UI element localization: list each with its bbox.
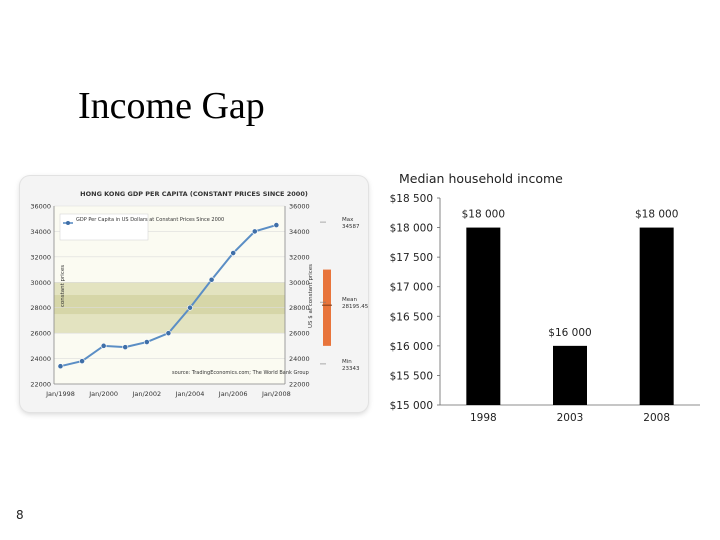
gdp-chart-panel: 36000 34000 32000 30000 28000 26000 24000 22000… [20,176,368,412]
y-tick-label-left: 24000 [30,355,51,363]
y-tick-label: $17 000 [390,282,433,294]
gdp-data-point [230,250,237,256]
y-tick-label: $16 500 [390,311,433,323]
income-bar [466,227,501,405]
x-tick-label: Jan/2006 [218,390,248,398]
page-number: 8 [16,508,24,522]
y-tick-label-right: 32000 [289,253,310,261]
gdp-data-point [251,228,258,235]
x-category-label: 1998 [470,412,497,424]
y-tick-label-right: 22000 [289,381,310,389]
annotation-min-label: Min [342,359,352,365]
y-tick-label-left: 22000 [30,381,51,389]
x-category-label: 2008 [643,412,670,424]
annotation-mean-value: 28195.45 [342,304,368,310]
gdp-data-point [187,304,193,311]
gdp-line-chart: 36000 34000 32000 30000 28000 26000 24000 22000… [30,190,368,398]
bar-data-label: $18 000 [635,209,678,221]
y-tick-label-right: 30000 [289,279,310,287]
y-tick-label-left: 30000 [30,279,51,287]
annotation-max-label: Max [342,217,354,223]
y-tick-label-right: 26000 [289,330,310,338]
y-tick-label-left: 34000 [30,228,51,236]
x-tick-label: Jan/2004 [175,390,205,398]
gdp-data-point [100,342,107,349]
right-axis-label: US $ at constant prices [308,264,314,328]
mean-band-inner [54,295,285,315]
x-tick-label: Jan/1998 [45,390,75,398]
annotation-mean-label: Mean [342,297,357,303]
gdp-data-point [122,344,129,351]
y-tick-label: $17 500 [390,252,433,264]
bar-data-label: $18 000 [462,209,505,221]
source-note: source: TradingEconomics.com; The World … [172,370,309,376]
line-chart-title: HONG KONG GDP PER CAPITA (CONSTANT PRICE… [80,190,308,198]
range-indicator-bar [323,269,331,346]
y-tick-label-right: 34000 [289,228,310,236]
bar-data-label: $16 000 [548,327,591,339]
y-tick-label-right: 36000 [289,203,310,211]
y-tick-label-left: 28000 [30,304,51,312]
bar-chart-title: Median household income [399,171,563,186]
x-tick-label: Jan/2000 [88,390,118,398]
gdp-data-point [273,222,280,228]
x-tick-label: Jan/2008 [261,390,291,398]
legend-marker-swatch [66,221,70,225]
income-bar-chart: Median household income $18 500 $18 000 $17… [390,171,700,424]
gdp-data-point [143,339,150,345]
y-tick-label: $15 500 [390,370,433,382]
x-category-label: 2003 [557,412,584,424]
y-tick-label-left: 32000 [30,253,51,261]
y-tick-label-left: 26000 [30,330,51,338]
slide-title: Income Gap [78,85,265,127]
y-tick-label-right: 28000 [289,304,310,312]
y-tick-label-left: 36000 [30,203,51,211]
y-tick-label-right: 24000 [289,355,310,363]
x-tick-label: Jan/2002 [131,390,161,398]
gdp-data-point [57,363,64,370]
income-bar [553,345,587,405]
y-tick-label: $16 000 [390,341,433,353]
legend-box [59,213,149,241]
left-axis-label: constant prices [60,265,66,307]
y-tick-label: $18 000 [390,223,433,235]
gdp-data-point [165,330,172,337]
y-tick-label: $18 500 [390,193,433,205]
annotation-min-value: 23343 [342,366,360,372]
y-tick-label: $15 000 [390,400,433,412]
legend-label: GDP Per Capita in US Dollars at Constant… [76,217,224,223]
gdp-data-point [79,358,85,365]
income-bar [639,227,674,405]
gdp-data-point [208,276,215,283]
annotation-max-value: 34587 [342,224,360,230]
